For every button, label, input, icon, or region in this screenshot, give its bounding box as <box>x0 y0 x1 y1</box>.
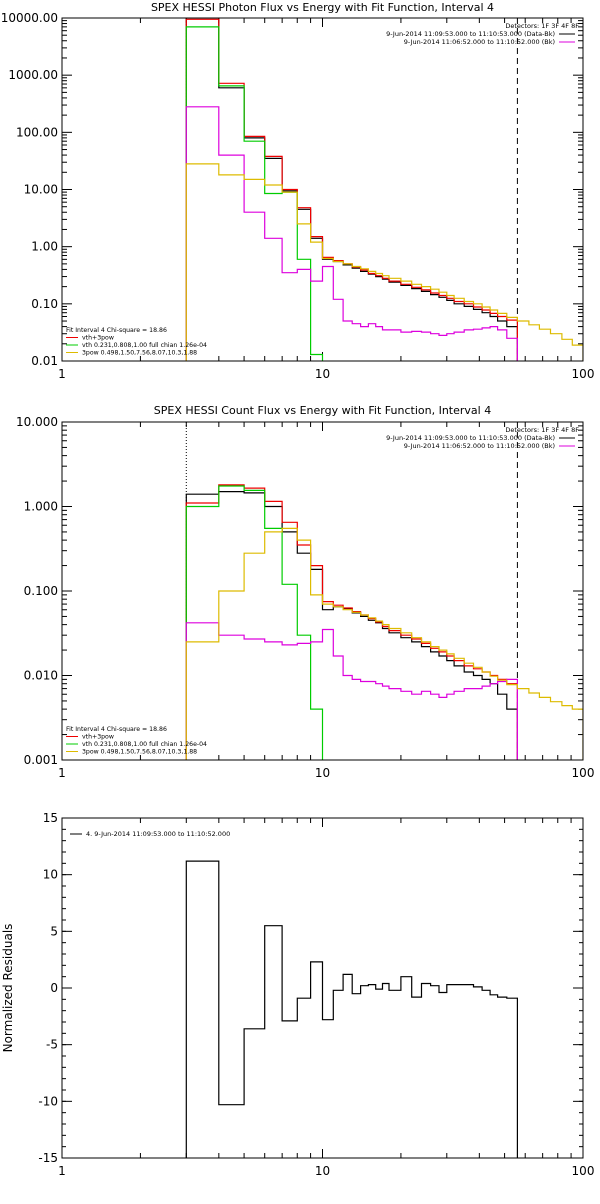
y-tick-label: 5 <box>50 924 58 938</box>
x-tick-label: 10 <box>315 766 330 780</box>
legend-entry-bottom: vth 0.231,0.808,1.00 full chian 1.26e-04 <box>82 741 207 748</box>
detectors-label: Detectors: 1F 3F 4F 8F <box>505 426 579 434</box>
y-tick-label: 10 <box>43 868 58 882</box>
y-tick-label: 10.00 <box>24 183 58 197</box>
legend-entry-bottom: Fit Interval 4 Chi-square = 18.86 <box>66 327 167 334</box>
y-tick-label: 1.00 <box>31 240 58 254</box>
legend-entry-top: 9-Jun-2014 11:06:52.000 to 11:10:52.000 … <box>404 38 555 46</box>
chart-title: SPEX HESSI Count Flux vs Energy with Fit… <box>154 404 491 417</box>
y-tick-label: 0 <box>50 981 58 995</box>
x-tick-label: 10 <box>315 1164 330 1178</box>
y-tick-label: 0.01 <box>31 354 58 368</box>
x-tick-label: 100 <box>572 766 595 780</box>
series-yellow-line <box>185 527 583 760</box>
series-group <box>185 18 583 361</box>
x-tick-label: 1 <box>58 367 66 381</box>
x-tick-label: 1 <box>58 1164 66 1178</box>
plot-frame <box>61 421 584 761</box>
detectors-label: Detectors: 1F 3F 4F 8F <box>505 22 579 30</box>
series-red-line <box>185 18 518 361</box>
legend-entry-top: 4. 9-Jun-2014 11:09:53.000 to 11:10:52.0… <box>86 830 230 838</box>
y-tick-label: 0.010 <box>24 669 58 683</box>
plot-frame <box>61 817 584 1159</box>
plot-panel-2: SPEX HESSI Count Flux vs Energy with Fit… <box>16 404 595 780</box>
y-tick-label: 15 <box>43 811 58 825</box>
chart-title: SPEX HESSI Photon Flux vs Energy with Fi… <box>151 1 494 14</box>
series-total-line <box>185 18 518 361</box>
plot-panel-3: Normalized Residuals 1 10 100 -15 -10 -5 0 5 10 15… <box>1 811 594 1178</box>
y-tick-label: -15 <box>38 1151 58 1165</box>
series-red-line <box>185 484 518 760</box>
y-tick-label: 1000.00 <box>8 68 58 82</box>
series-group <box>185 860 518 1158</box>
x-tick-label: 1 <box>58 766 66 780</box>
y-tick-label: 10000.00 <box>1 11 58 25</box>
series-yellow-line <box>185 163 583 361</box>
legend-entry-bottom: vth+3pow <box>82 734 114 741</box>
series-green-line <box>185 485 324 760</box>
legend-entry-bottom: vth+3pow <box>82 335 114 342</box>
y-tick-label: 1.000 <box>24 500 58 514</box>
y-tick-label: -5 <box>46 1038 58 1052</box>
legend-entry-bottom: 3pow 0.498,1.50,7.56,8.07,10.3,1.88 <box>82 749 197 756</box>
series-magenta-line <box>185 622 518 760</box>
series-residual-line <box>185 860 518 1158</box>
legend-entry-top: 9-Jun-2014 11:09:53.000 to 11:10:53.000 … <box>386 30 555 38</box>
series-total-line <box>185 491 518 760</box>
y-tick-label: 0.100 <box>24 584 58 598</box>
series-magenta-line <box>185 106 518 361</box>
y-tick-label: 0.001 <box>24 753 58 767</box>
legend-entry-bottom: Fit Interval 4 Chi-square = 18.86 <box>66 726 167 733</box>
y-tick-label: -10 <box>38 1094 58 1108</box>
series-green-line <box>185 26 324 361</box>
x-tick-label: 100 <box>572 367 595 381</box>
legend-entry-bottom: 3pow 0.498,1.50,7.56,8.07,10.3,1.88 <box>82 350 197 357</box>
legend-entry-top: 9-Jun-2014 11:09:53.000 to 11:10:53.000 … <box>386 434 555 442</box>
plot-panel-1: SPEX HESSI Photon Flux vs Energy with Fi… <box>1 1 595 381</box>
legend-entry-top: 9-Jun-2014 11:06:52.000 to 11:10:52.000 … <box>404 442 555 450</box>
y-axis-label: Normalized Residuals <box>1 924 15 1053</box>
series-group <box>185 484 583 760</box>
y-tick-label: 100.00 <box>16 125 58 139</box>
y-tick-label: 0.10 <box>31 297 58 311</box>
x-tick-label: 10 <box>315 367 330 381</box>
y-tick-label: 10.000 <box>16 415 58 429</box>
x-tick-label: 100 <box>572 1164 595 1178</box>
plot-frame <box>61 17 584 362</box>
legend-entry-bottom: vth 0.231,0.808,1.00 full chian 1.26e-04 <box>82 342 207 349</box>
